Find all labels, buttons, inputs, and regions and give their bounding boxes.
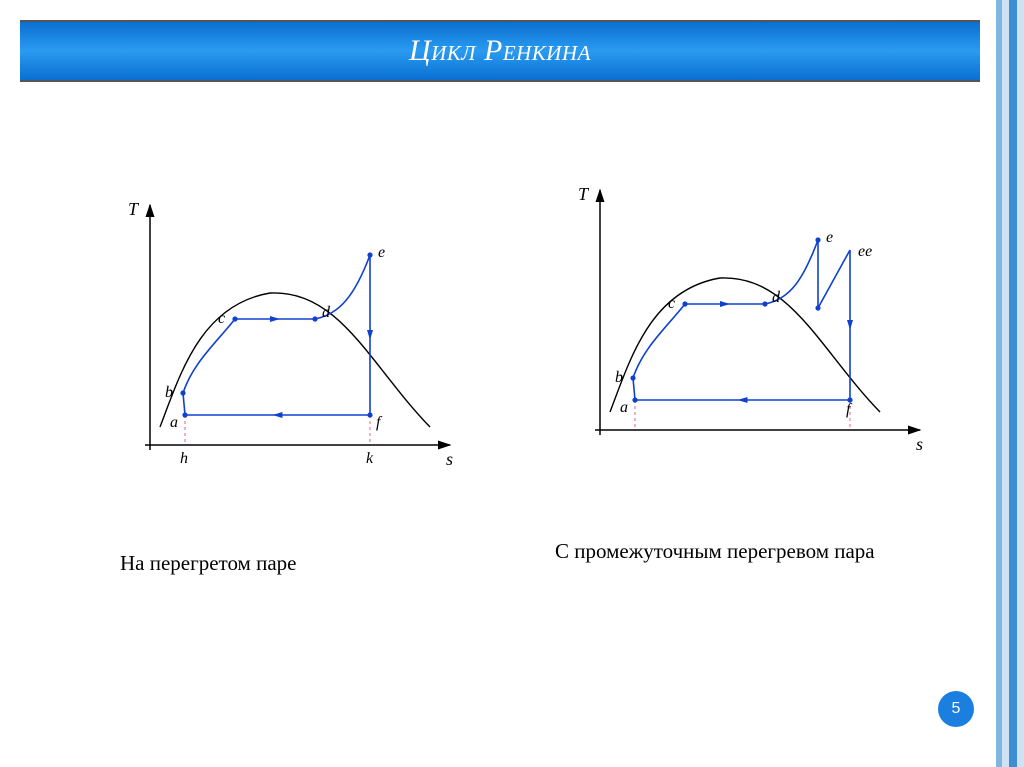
svg-text:b: b	[615, 369, 623, 386]
svg-text:e: e	[826, 229, 833, 246]
caption-left: На перегретом паре	[120, 550, 296, 577]
diagram-left: Ts ab c d e f h k	[70, 175, 470, 485]
svg-text:s: s	[446, 449, 453, 469]
svg-text:f: f	[376, 414, 383, 431]
diagram-right: Tsabcdeeef	[520, 160, 940, 470]
ts-diagram-reheat: Tsabcdeeef	[520, 160, 940, 470]
svg-text:b: b	[165, 384, 173, 401]
svg-text:f: f	[846, 401, 853, 418]
page-number: 5	[952, 700, 961, 718]
svg-text:T: T	[578, 184, 590, 204]
page-number-badge: 5	[938, 691, 974, 727]
svg-text:h: h	[180, 450, 188, 467]
slide: Цикл Ренкина Tsabcdefhk На перегретом па…	[0, 0, 1024, 767]
ts-diagram-superheated: Ts ab c d e f h k	[70, 175, 470, 485]
svg-text:c: c	[218, 310, 225, 327]
svg-text:d: d	[322, 304, 331, 321]
caption-right: С промежуточным перегревом пара	[555, 538, 875, 565]
svg-text:k: k	[366, 450, 374, 467]
svg-text:ee: ee	[858, 243, 872, 260]
svg-text:T: T	[128, 199, 140, 219]
svg-text:c: c	[668, 295, 675, 312]
svg-text:a: a	[170, 414, 178, 431]
svg-text:s: s	[916, 434, 923, 454]
svg-text:a: a	[620, 399, 628, 416]
title-bar: Цикл Ренкина	[20, 20, 980, 82]
side-stripes	[996, 0, 1024, 767]
slide-title: Цикл Ренкина	[409, 34, 591, 68]
svg-text:e: e	[378, 244, 385, 261]
svg-text:d: d	[772, 289, 781, 306]
